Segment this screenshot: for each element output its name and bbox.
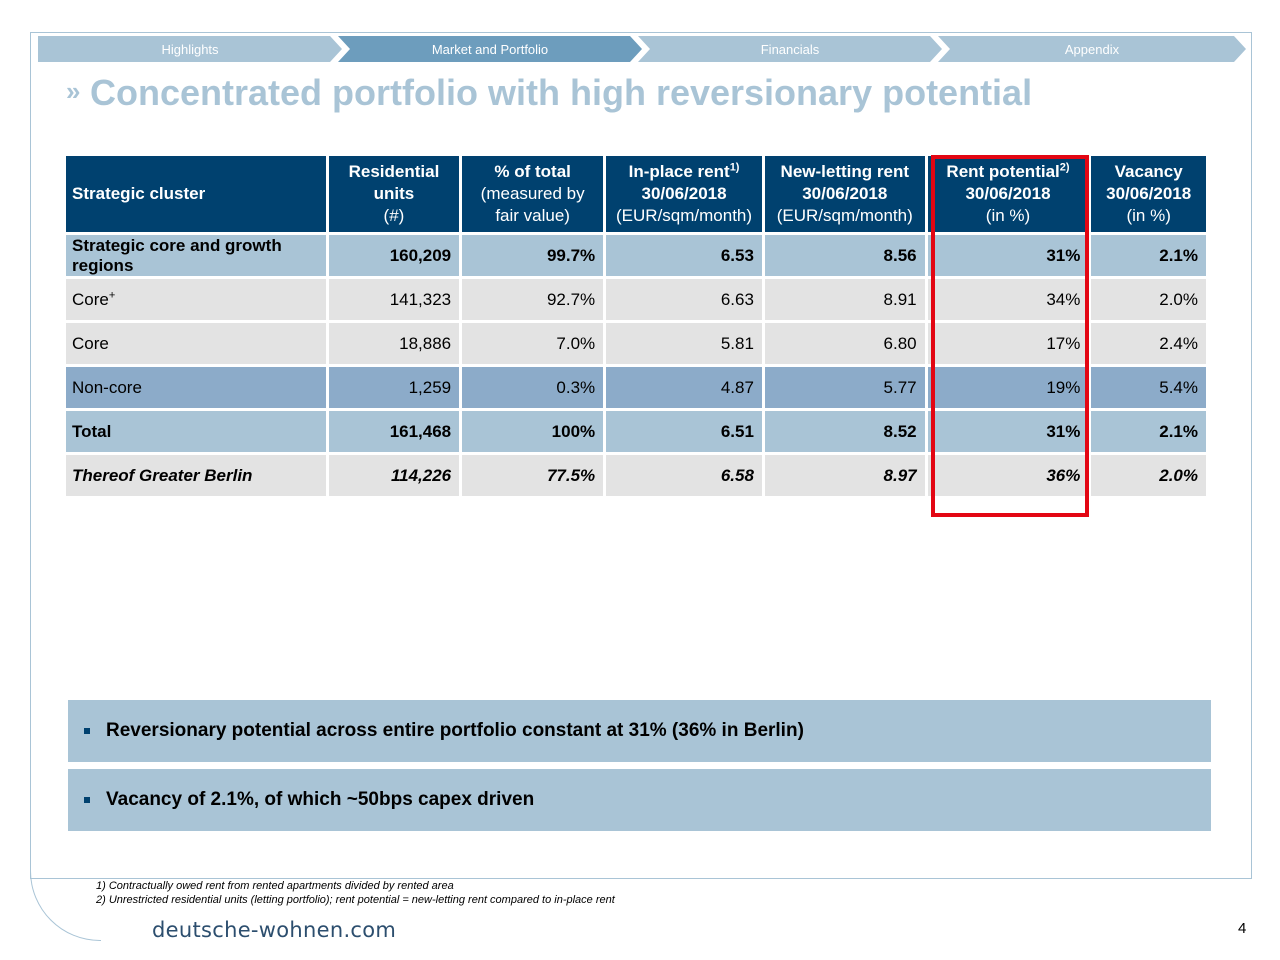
slide-frame-corner bbox=[30, 860, 101, 941]
table-header-row: Strategic cluster Residential units (#) … bbox=[66, 156, 1206, 232]
row-label: Thereof Greater Berlin bbox=[66, 455, 326, 496]
row-label: Core bbox=[66, 323, 326, 364]
cell-rent-potential: 31% bbox=[927, 235, 1089, 276]
cell-vacancy: 2.1% bbox=[1091, 235, 1206, 276]
row-label: Total bbox=[66, 411, 326, 452]
cell-vacancy: 2.0% bbox=[1091, 455, 1206, 496]
cell-in-place-rent: 6.53 bbox=[606, 235, 762, 276]
nav-tab-financials[interactable]: Financials bbox=[638, 36, 942, 62]
nav-tab-appendix[interactable]: Appendix bbox=[938, 36, 1246, 62]
section-nav: Highlights Market and Portfolio Financia… bbox=[38, 36, 1246, 62]
nav-tab-label: Market and Portfolio bbox=[431, 42, 549, 57]
cell-units: 141,323 bbox=[328, 279, 460, 320]
cell-in-place-rent: 4.87 bbox=[606, 367, 762, 408]
cell-pct: 0.3% bbox=[462, 367, 604, 408]
cell-new-letting-rent: 6.80 bbox=[764, 323, 925, 364]
callout-reversionary-potential: Reversionary potential across entire por… bbox=[68, 700, 1211, 762]
bullet-icon bbox=[84, 728, 90, 734]
callout-text: Vacancy of 2.1%, of which ~50bps capex d… bbox=[106, 789, 535, 810]
cell-units: 160,209 bbox=[328, 235, 460, 276]
header-vacancy: Vacancy 30/06/2018 (in %) bbox=[1091, 156, 1206, 232]
company-logo: deutsche-wohnen.com bbox=[152, 918, 397, 942]
header-new-letting-rent: New-letting rent 30/06/2018 (EUR/sqm/mon… bbox=[764, 156, 925, 232]
row-label: Non-core bbox=[66, 367, 326, 408]
footnote-2: 2) Unrestricted residential units (letti… bbox=[96, 894, 615, 906]
cell-in-place-rent: 6.58 bbox=[606, 455, 762, 496]
cell-in-place-rent: 6.51 bbox=[606, 411, 762, 452]
cell-in-place-rent: 5.81 bbox=[606, 323, 762, 364]
cell-rent-potential: 36% bbox=[927, 455, 1089, 496]
page-number: 4 bbox=[1238, 920, 1247, 937]
cell-new-letting-rent: 8.91 bbox=[764, 279, 925, 320]
table-row: Strategic core and growth regions 160,20… bbox=[66, 235, 1206, 276]
table-row-berlin: Thereof Greater Berlin 114,226 77.5% 6.5… bbox=[66, 455, 1206, 496]
title-marker-icon: » bbox=[66, 76, 81, 106]
cell-rent-potential: 19% bbox=[927, 367, 1089, 408]
page-title: Concentrated portfolio with high reversi… bbox=[90, 72, 1033, 113]
cell-pct: 99.7% bbox=[462, 235, 604, 276]
row-label: Strategic core and growth regions bbox=[66, 235, 326, 276]
header-pct-of-total: % of total (measured by fair value) bbox=[462, 156, 604, 232]
table-row: Core 18,886 7.0% 5.81 6.80 17% 2.4% bbox=[66, 323, 1206, 364]
cell-vacancy: 5.4% bbox=[1091, 367, 1206, 408]
table-row-total: Total 161,468 100% 6.51 8.52 31% 2.1% bbox=[66, 411, 1206, 452]
nav-tab-highlights[interactable]: Highlights bbox=[38, 36, 342, 62]
cell-vacancy: 2.0% bbox=[1091, 279, 1206, 320]
table-row: Non-core 1,259 0.3% 4.87 5.77 19% 5.4% bbox=[66, 367, 1206, 408]
header-rent-potential: Rent potential2) 30/06/2018 (in %) bbox=[927, 156, 1089, 232]
cell-new-letting-rent: 5.77 bbox=[764, 367, 925, 408]
rent-potential-highlight-box bbox=[931, 155, 1089, 517]
callout-text: Reversionary potential across entire por… bbox=[106, 720, 804, 741]
cell-vacancy: 2.1% bbox=[1091, 411, 1206, 452]
slide-frame bbox=[30, 32, 1252, 879]
cell-in-place-rent: 6.63 bbox=[606, 279, 762, 320]
header-residential-units: Residential units (#) bbox=[328, 156, 460, 232]
nav-tab-label: Financials bbox=[760, 42, 820, 57]
cell-rent-potential: 34% bbox=[927, 279, 1089, 320]
nav-tab-label: Highlights bbox=[161, 42, 219, 57]
cell-pct: 100% bbox=[462, 411, 604, 452]
cell-vacancy: 2.4% bbox=[1091, 323, 1206, 364]
nav-tab-label: Appendix bbox=[1064, 42, 1120, 57]
cell-units: 18,886 bbox=[328, 323, 460, 364]
cell-rent-potential: 31% bbox=[927, 411, 1089, 452]
bullet-icon bbox=[84, 797, 90, 803]
footnote-1: 1) Contractually owed rent from rented a… bbox=[96, 880, 454, 892]
cell-pct: 92.7% bbox=[462, 279, 604, 320]
cell-units: 114,226 bbox=[328, 455, 460, 496]
cell-pct: 7.0% bbox=[462, 323, 604, 364]
header-in-place-rent: In-place rent1) 30/06/2018 (EUR/sqm/mont… bbox=[606, 156, 762, 232]
row-label: Core+ bbox=[66, 279, 326, 320]
cell-pct: 77.5% bbox=[462, 455, 604, 496]
cell-new-letting-rent: 8.52 bbox=[764, 411, 925, 452]
portfolio-table: Strategic cluster Residential units (#) … bbox=[63, 153, 1209, 499]
callout-vacancy: Vacancy of 2.1%, of which ~50bps capex d… bbox=[68, 769, 1211, 831]
cell-rent-potential: 17% bbox=[927, 323, 1089, 364]
header-strategic-cluster: Strategic cluster bbox=[66, 156, 326, 232]
cell-new-letting-rent: 8.97 bbox=[764, 455, 925, 496]
cell-units: 1,259 bbox=[328, 367, 460, 408]
nav-tab-market-and-portfolio[interactable]: Market and Portfolio bbox=[338, 36, 642, 62]
cell-new-letting-rent: 8.56 bbox=[764, 235, 925, 276]
table-row: Core+ 141,323 92.7% 6.63 8.91 34% 2.0% bbox=[66, 279, 1206, 320]
cell-units: 161,468 bbox=[328, 411, 460, 452]
